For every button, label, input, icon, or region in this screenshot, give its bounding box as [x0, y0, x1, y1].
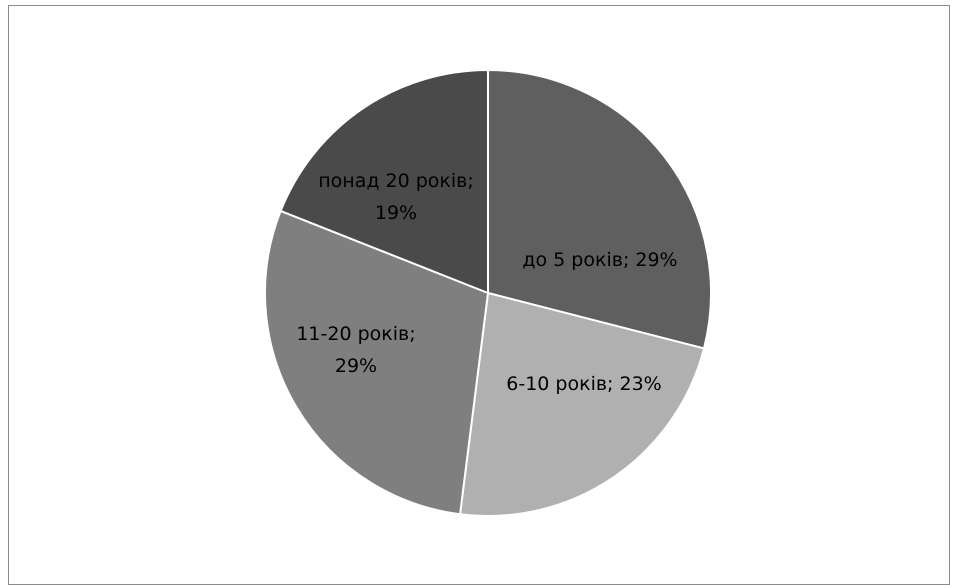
slice-label-line: 11-20 років; — [296, 323, 415, 345]
slice-label-line: 6-10 років; 23% — [506, 373, 661, 395]
slice-label-line: 29% — [335, 355, 377, 377]
slice-label-line: 19% — [375, 202, 417, 224]
slice-label-line: понад 20 років; — [318, 170, 474, 192]
slice-label-2: 6-10 років; 23% — [506, 373, 661, 395]
pie-slices — [265, 70, 711, 516]
slice-label-1: до 5 років; 29% — [522, 249, 677, 271]
slice-label-line: до 5 років; 29% — [522, 249, 677, 271]
